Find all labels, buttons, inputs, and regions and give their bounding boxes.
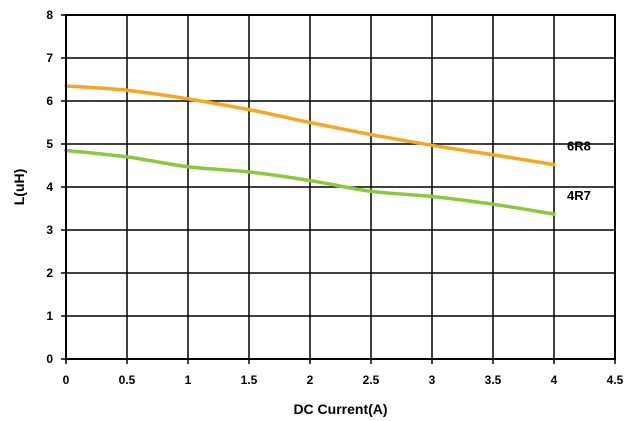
series-labels: 6R8 4R7	[567, 139, 591, 203]
x-tick-label: 4	[551, 373, 558, 387]
series-lines	[64, 84, 556, 216]
x-tick-label: 1.5	[241, 373, 258, 387]
x-tick-label: 0.5	[119, 373, 136, 387]
x-tick-label: 4.5	[607, 373, 624, 387]
y-tick-label: 2	[46, 266, 53, 280]
grid	[66, 15, 615, 359]
y-tick-labels: 0 1 2 3 4 5 6 7 8	[46, 8, 66, 366]
x-tick-label: 1	[185, 373, 192, 387]
series-label-4r7: 4R7	[567, 188, 591, 203]
y-tick-label: 3	[46, 223, 53, 237]
y-tick-label: 8	[46, 8, 53, 22]
y-tick-label: 1	[46, 309, 53, 323]
y-tick-label: 4	[46, 180, 53, 194]
y-tick-label: 5	[46, 137, 53, 151]
x-tick-label: 3.5	[485, 373, 502, 387]
y-axis-title: L(uH)	[11, 169, 27, 206]
y-tick-label: 0	[46, 352, 53, 366]
series-label-6r8: 6R8	[567, 139, 591, 154]
x-axis-title: DC Current(A)	[293, 401, 387, 417]
x-tick-label: 2.5	[363, 373, 380, 387]
x-tick-labels: 0 0.5 1 1.5 2 2.5 3 3.5 4 4.5	[63, 359, 624, 387]
x-tick-label: 3	[429, 373, 436, 387]
series-line-6r8	[64, 84, 556, 167]
y-tick-label: 6	[46, 94, 53, 108]
series-line-4r7	[64, 148, 556, 216]
x-tick-label: 0	[63, 373, 70, 387]
x-tick-label: 2	[307, 373, 314, 387]
y-tick-label: 7	[46, 51, 53, 65]
